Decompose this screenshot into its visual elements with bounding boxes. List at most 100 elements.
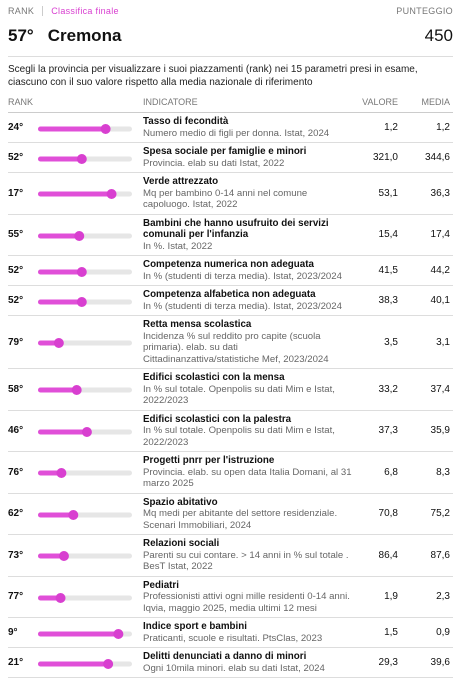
rank-slider [38, 425, 143, 437]
rank-slider [38, 657, 143, 669]
rank-slider [38, 336, 143, 348]
media: 36,3 [430, 187, 450, 199]
rank-slider [38, 122, 143, 134]
value: 70,8 [378, 508, 398, 520]
value: 33,2 [378, 383, 398, 395]
indicator: Edifici scolastici con la mensa In % sul … [143, 372, 353, 407]
media: 44,2 [430, 265, 450, 276]
rank-slider [38, 265, 143, 277]
track-fill [38, 631, 119, 636]
rank: 77° [8, 591, 24, 603]
top-bar: RANK Classifica finale PUNTEGGIO [8, 6, 453, 16]
province-name[interactable]: Cremona [47, 26, 122, 45]
track-fill [38, 340, 59, 346]
rank-dot [68, 509, 79, 520]
rank-dot [76, 153, 87, 164]
indicator: Edifici scolastici con la palestra In % s… [143, 414, 353, 449]
rank-dot [100, 123, 111, 134]
media: 2,3 [436, 591, 450, 603]
table-row: 24° Tasso di fecondità Numero medio di fig… [8, 113, 453, 143]
rank: 76° [8, 466, 24, 478]
slider [38, 266, 132, 277]
indicator-name: Retta mensa scolastica [143, 319, 252, 330]
rank: 73° [8, 549, 24, 561]
media: 344,6 [424, 152, 450, 163]
indicator-name: Relazioni sociali [143, 538, 220, 549]
table-row: 77° Pediatri Professionisti attivi ogni mi… [8, 577, 453, 618]
tab[interactable]: Classifica finale [42, 6, 119, 16]
value: 1,2 [384, 122, 398, 133]
indicator-desc: Numero medio di figli per donna. Istat, … [143, 127, 330, 139]
table-row: 58° Edifici scolastici con la mensa In % s… [8, 369, 453, 411]
province-rank: 57° [8, 26, 34, 45]
indicator: Bambini che hanno usufruito dei servizi … [143, 218, 353, 253]
media: 8,3 [436, 466, 450, 478]
table-row: 9° Indice sport e bambini Praticanti, scuo… [8, 618, 453, 648]
indicator: Tasso di fecondità Numero medio di figli … [143, 116, 353, 139]
rank: 24° [8, 122, 24, 133]
rank-slider [38, 229, 143, 241]
value: 6,8 [384, 466, 398, 478]
rank-dot [56, 468, 67, 479]
indicator-name: Edifici scolastici con la palestra [143, 413, 292, 425]
table-header: RANK INDICATORE VALORE MEDIA [8, 97, 453, 113]
rank-dot [53, 338, 64, 348]
rank: 52° [8, 152, 24, 163]
indicator-desc: In % (studenti di terza media). Istat, 2… [143, 300, 342, 312]
slider [38, 509, 132, 520]
track-fill [38, 156, 82, 161]
rank-slider [38, 295, 143, 307]
value: 29,3 [378, 657, 398, 668]
indicator: Spesa sociale per famiglie e minori Provi… [143, 146, 353, 169]
slider [38, 468, 132, 479]
indicator-desc: Professionisti attivi ogni mille residen… [143, 591, 350, 614]
slider [38, 658, 132, 669]
table-row: 76° Progetti pnrr per l'istruzione Provinc… [8, 452, 453, 494]
slider [38, 426, 132, 437]
indicator-desc: In % sul totale. Openpolis su dati Mim e… [143, 383, 335, 407]
province-row: 57° Cremona 450 [8, 26, 453, 46]
table-row: 55° Bambini che hanno usufruito dei servi… [8, 215, 453, 256]
rank: 9° [8, 627, 18, 638]
rank: 79° [8, 336, 24, 348]
table-row: 62° Spazio abitativo Mq medi per abitante … [8, 494, 453, 535]
rank: 55° [8, 229, 24, 241]
indicator: Pediatri Professionisti attivi ogni mille… [143, 580, 353, 615]
table-row: 46° Edifici scolastici con la palestra In … [8, 411, 453, 452]
media: 75,2 [430, 508, 450, 520]
slider [38, 385, 132, 396]
value: 321,0 [372, 152, 398, 163]
indicator-name: Indice sport e bambini [143, 621, 247, 632]
indicator-desc: Provincia. elab su dati Istat, 2022 [143, 157, 285, 169]
indicator: Verde attrezzato Mq per bambino 0-14 anni… [143, 176, 353, 211]
intro: Scegli la provincia per visualizzare i s… [8, 56, 453, 89]
value: 38,3 [378, 295, 398, 306]
value: 86,4 [378, 549, 398, 561]
track-fill [38, 470, 62, 476]
value: 15,4 [378, 229, 398, 241]
rank-dot [106, 189, 117, 200]
rank-slider [38, 383, 143, 396]
indicator-desc: In % sul totale. Openpolis su dati Mim e… [143, 425, 335, 448]
rank: 46° [8, 425, 24, 437]
rank-slider [38, 187, 143, 200]
media: 40,1 [430, 295, 450, 306]
value: 3,5 [384, 336, 398, 348]
rank: 21° [8, 657, 24, 668]
indicator-desc: Provincia. elab. su open data Italia Dom… [143, 466, 352, 490]
rank-dot [76, 266, 87, 277]
rank-dot [81, 426, 92, 437]
indicator-name: Delitti denunciati a danno di minori [143, 651, 307, 662]
rank-slider [38, 508, 143, 520]
rank-slider [38, 591, 143, 603]
indicator-name: Progetti pnrr per l'istruzione [143, 455, 275, 466]
track-fill [38, 299, 82, 304]
indicator-name: Spazio abitativo [143, 496, 218, 508]
slider [38, 628, 132, 639]
rank-dot [71, 385, 82, 396]
table-row: 73° Relazioni sociali Parenti su cui conta… [8, 535, 453, 577]
table-body: 24° Tasso di fecondità Numero medio di fig… [8, 113, 453, 678]
slider [38, 189, 132, 200]
rank: 62° [8, 508, 24, 520]
